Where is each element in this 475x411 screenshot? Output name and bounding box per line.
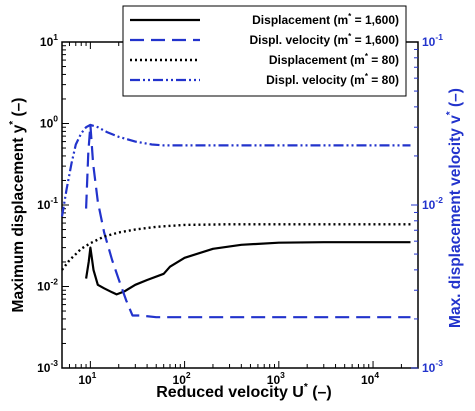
series-line-4 bbox=[60, 123, 411, 217]
y-left-axis-title-text: Maximum displacement y bbox=[10, 124, 27, 312]
y-left-axis-title-tail: (–) bbox=[10, 98, 27, 121]
y-left-tick-label: 10-3 bbox=[37, 358, 58, 375]
x-tick-label: 104 bbox=[361, 370, 379, 387]
legend-label-3: Displacement (m* = 80) bbox=[269, 52, 399, 67]
y-right-axis-title-text: Max. displacement velocity v bbox=[447, 115, 464, 328]
y-left-axis-title-sup: * bbox=[8, 121, 19, 125]
y-right-axis-title: Max. displacement velocity v* (–) bbox=[445, 88, 464, 328]
series-line-1 bbox=[85, 241, 411, 296]
y-left-tick-label: 101 bbox=[40, 32, 58, 49]
y-left-tick-label: 10-2 bbox=[37, 277, 58, 294]
y-left-tick-label: 10-1 bbox=[37, 195, 58, 212]
y-right-tick-label: 10-1 bbox=[422, 32, 443, 49]
y-right-axis-title-sup: * bbox=[445, 111, 456, 115]
legend-items: Displacement (m* = 1,600) Displ. velocity… bbox=[130, 12, 399, 87]
x-axis-title-text: Reduced velocity U bbox=[156, 384, 304, 401]
x-tick-label: 102 bbox=[173, 370, 191, 387]
legend-label-1: Displacement (m* = 1,600) bbox=[252, 12, 399, 27]
x-axis-title: Reduced velocity U* (–) bbox=[156, 382, 332, 401]
y-right-tick-label: 10-2 bbox=[422, 195, 443, 212]
y-left-axis-ticks: 10-3 10-2 10-1 100 101 bbox=[37, 32, 69, 375]
y-right-tick-label: 10-3 bbox=[422, 358, 443, 375]
y-right-axis-title-tail: (–) bbox=[447, 88, 464, 111]
y-right-axis-ticks: 10-3 10-2 10-1 bbox=[411, 32, 443, 375]
series-layer bbox=[60, 123, 411, 319]
legend-label-4: Displ. velocity (m* = 80) bbox=[266, 72, 399, 87]
legend: Displacement (m* = 1,600) Displ. velocity… bbox=[122, 5, 407, 97]
x-tick-label: 101 bbox=[78, 370, 96, 387]
series-line-2 bbox=[85, 123, 411, 319]
x-tick-label: 103 bbox=[267, 370, 285, 387]
x-axis-title-tail: (–) bbox=[308, 384, 332, 401]
y-left-axis-title: Maximum displacement y* (–) bbox=[8, 98, 27, 313]
x-axis-title-sup: * bbox=[304, 382, 308, 393]
legend-label-2: Displ. velocity (m* = 1,600) bbox=[249, 32, 399, 47]
series-line-3 bbox=[61, 223, 411, 271]
y-left-tick-label: 100 bbox=[40, 114, 58, 131]
